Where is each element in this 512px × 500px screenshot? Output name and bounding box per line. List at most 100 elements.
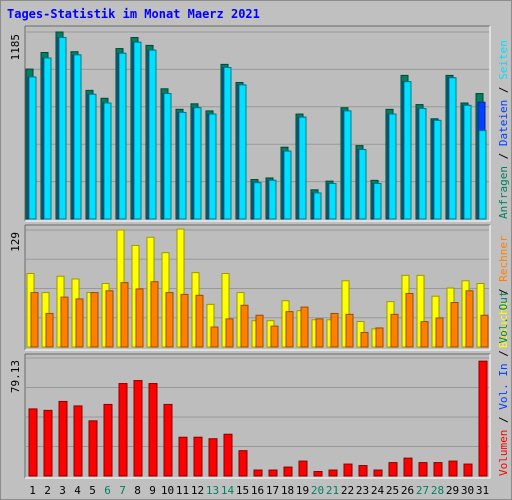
x-tick-label-day-19: 19 — [296, 484, 309, 497]
bar-seiten-day-26 — [403, 81, 412, 220]
bar-rechner-day-17 — [270, 325, 279, 348]
bar-seiten-day-29 — [448, 77, 457, 220]
x-tick-label-day-6: 6 — [104, 484, 111, 497]
bar-seiten-day-28 — [433, 119, 442, 220]
bar-rechner-day-25 — [390, 313, 399, 348]
x-tick-label-day-8: 8 — [134, 484, 141, 497]
ymax-label: 129 — [9, 232, 22, 252]
bar-seiten-day-5 — [88, 93, 97, 220]
bar-volumen-day-14 — [223, 433, 233, 477]
x-tick-label-day-20: 20 — [311, 484, 324, 497]
legend-item-vol-out: Vol. Out — [497, 291, 510, 344]
legend-bottom: Volumen / Vol. In / Vol. Out — [497, 291, 510, 476]
legend-item-seiten: Seiten — [497, 40, 510, 80]
bar-volumen-day-27 — [418, 462, 428, 477]
bar-volumen-day-5 — [88, 420, 98, 477]
bar-rechner-day-11 — [180, 293, 189, 348]
x-tick-label-day-11: 11 — [176, 484, 189, 497]
bar-rechner-day-8 — [135, 288, 144, 348]
bar-seiten-day-4 — [73, 54, 82, 220]
bar-rechner-day-31 — [480, 314, 489, 348]
x-tick-label-day-9: 9 — [149, 484, 156, 497]
legend-middle: Besuche / Rechner — [497, 235, 510, 348]
x-tick-label-day-30: 30 — [461, 484, 474, 497]
bar-volumen-day-16 — [253, 469, 263, 477]
legend-separator: / — [497, 344, 510, 364]
x-tick-label-day-14: 14 — [221, 484, 235, 497]
bar-volumen-day-31 — [478, 360, 488, 477]
bar-seiten-day-3 — [58, 37, 67, 220]
bar-seiten-day-27 — [418, 108, 427, 220]
bar-seiten-day-13 — [208, 113, 217, 220]
bar-rechner-day-6 — [105, 290, 114, 348]
bar-volumen-day-19 — [298, 460, 308, 477]
bar-volumen-day-3 — [58, 400, 68, 477]
bar-seiten-day-6 — [103, 102, 112, 220]
bar-volumen-day-6 — [103, 403, 113, 477]
bar-volumen-day-29 — [448, 460, 458, 477]
bar-seiten-day-22 — [343, 110, 352, 220]
bar-volumen-day-10 — [163, 403, 173, 477]
x-tick-label-day-3: 3 — [59, 484, 66, 497]
bar-rechner-day-7 — [120, 282, 129, 348]
x-tick-label-day-26: 26 — [401, 484, 414, 497]
bar-rechner-day-2 — [45, 312, 54, 348]
legend-item-rechner: Rechner — [497, 235, 510, 282]
bar-seiten-day-12 — [193, 107, 202, 220]
bar-seiten-day-31 — [478, 130, 487, 220]
bar-rechner-day-23 — [360, 331, 369, 348]
bar-volumen-day-7 — [118, 383, 128, 477]
bar-seiten-day-21 — [328, 182, 337, 220]
bar-seiten-day-9 — [148, 49, 157, 220]
bar-rechner-day-5 — [90, 292, 99, 348]
bar-seiten-day-20 — [313, 192, 322, 220]
bar-volumen-day-15 — [238, 450, 248, 477]
bar-rechner-day-22 — [345, 313, 354, 348]
legend-item-dateien: Dateien — [497, 100, 510, 146]
bar-rechner-day-26 — [405, 292, 414, 348]
bar-seiten-day-10 — [163, 93, 172, 220]
legend-item-besuche: Besuche — [497, 302, 510, 348]
chart-title: Tages-Statistik im Monat Maerz 2021 — [7, 7, 260, 21]
x-tick-label-day-17: 17 — [266, 484, 279, 497]
bar-rechner-day-9 — [150, 281, 159, 348]
bar-seiten-day-25 — [388, 113, 397, 220]
bar-volumen-day-2 — [43, 409, 53, 477]
bar-rechner-day-1 — [30, 292, 39, 348]
bar-seiten-day-15 — [238, 84, 247, 220]
bar-seiten-day-23 — [358, 149, 367, 220]
bar-rechner-day-4 — [75, 298, 84, 348]
x-tick-label-day-21: 21 — [326, 484, 339, 497]
panel-middle: 129 Besuche / Rechner — [9, 224, 510, 351]
legend-separator: / — [497, 282, 510, 302]
bar-seiten-day-30 — [463, 104, 472, 220]
x-tick-label-day-12: 12 — [191, 484, 204, 497]
bar-seiten-day-18 — [283, 150, 292, 220]
legend-item-anfragen: Anfragen — [497, 166, 510, 219]
bar-seiten-day-16 — [253, 182, 262, 220]
bar-volumen-day-1 — [28, 408, 38, 477]
x-tick-label-day-22: 22 — [341, 484, 354, 497]
x-tick-label-day-1: 1 — [29, 484, 36, 497]
bar-rechner-day-12 — [195, 294, 204, 348]
x-tick-label-day-7: 7 — [119, 484, 126, 497]
x-tick-label-day-28: 28 — [431, 484, 444, 497]
bar-rechner-day-16 — [255, 314, 264, 348]
bar-rechner-day-20 — [315, 318, 324, 348]
bar-seiten-day-8 — [133, 41, 142, 220]
bar-volumen-day-9 — [148, 383, 158, 477]
x-tick-label-day-18: 18 — [281, 484, 294, 497]
bar-volumen-day-25 — [388, 462, 398, 477]
bar-seiten-day-14 — [223, 67, 232, 220]
x-tick-label-day-23: 23 — [356, 484, 369, 497]
bar-rechner-day-27 — [420, 321, 429, 348]
x-tick-label-day-27: 27 — [416, 484, 429, 497]
bar-volumen-day-12 — [193, 436, 203, 477]
bar-volumen-day-28 — [433, 462, 443, 477]
bar-volumen-day-21 — [328, 469, 338, 477]
x-tick-label-day-25: 25 — [386, 484, 399, 497]
bar-volumen-day-23 — [358, 465, 368, 477]
ymax-label: 79.13 — [9, 360, 22, 393]
x-tick-label-day-4: 4 — [74, 484, 81, 497]
bar-volumen-day-24 — [373, 469, 383, 477]
